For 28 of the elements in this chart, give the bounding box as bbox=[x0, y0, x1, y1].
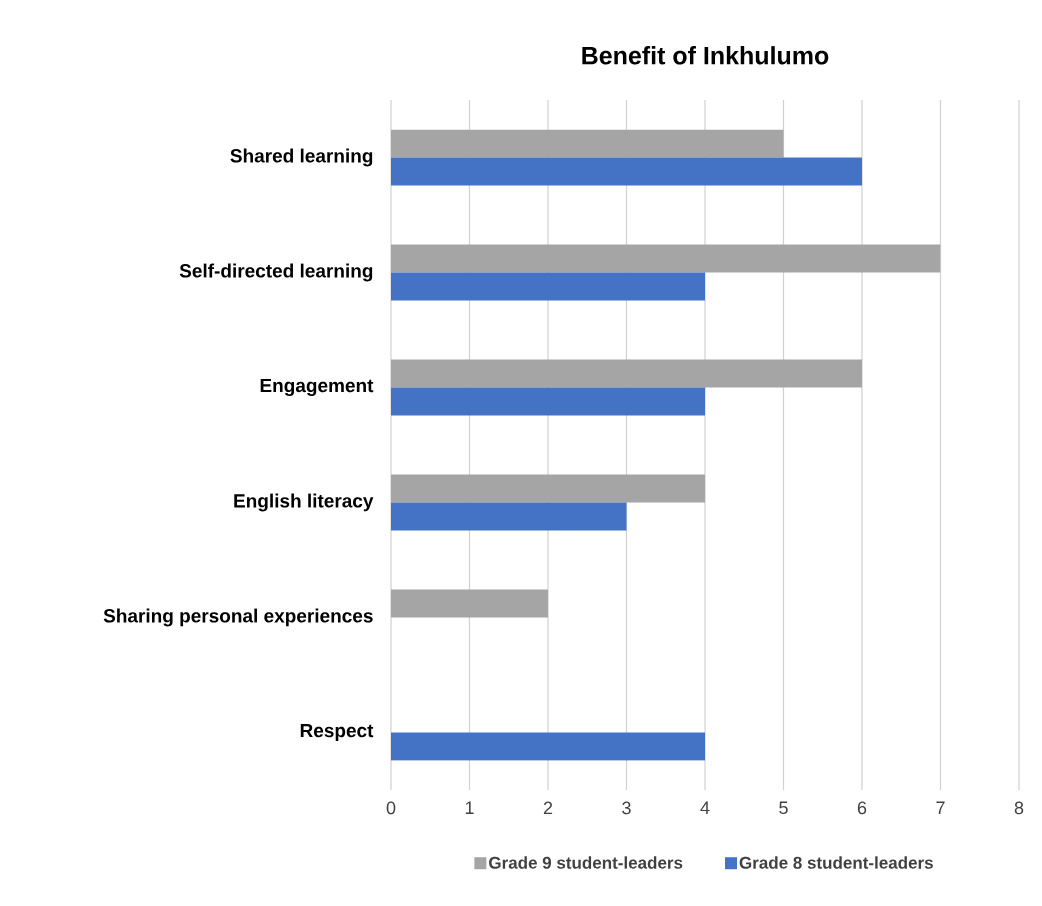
y-tick-label: Respect bbox=[300, 724, 374, 742]
bar bbox=[391, 732, 705, 761]
bar bbox=[391, 502, 627, 531]
bar bbox=[391, 129, 784, 158]
y-tick-label: Sharing personal experiences bbox=[103, 608, 373, 627]
chart-title: Benefit of Inkhulumo bbox=[582, 46, 829, 65]
x-tick-label: 5 bbox=[779, 801, 788, 815]
x-tick-label: 8 bbox=[1014, 801, 1024, 815]
x-tick-label: 3 bbox=[622, 801, 631, 815]
bar bbox=[391, 157, 862, 186]
bar bbox=[391, 589, 548, 618]
bar bbox=[391, 244, 941, 273]
x-tick-label: 1 bbox=[465, 801, 474, 814]
bar bbox=[391, 272, 705, 301]
y-tick-label: English literacy bbox=[234, 493, 374, 512]
x-tick-label: 0 bbox=[386, 801, 396, 815]
x-tick-label: 2 bbox=[543, 801, 553, 815]
x-tick-label: 7 bbox=[936, 801, 945, 814]
y-tick-label: Self-directed learning bbox=[179, 263, 373, 282]
x-tick-label: 6 bbox=[857, 801, 867, 815]
y-tick-label: Shared learning bbox=[230, 148, 373, 167]
bar bbox=[391, 474, 705, 503]
legend-label: Grade 9 student-leaders bbox=[489, 856, 683, 869]
y-tick-label: Engagement bbox=[260, 378, 374, 397]
bar bbox=[391, 359, 862, 388]
x-tick-label: 4 bbox=[700, 801, 710, 814]
bar bbox=[391, 387, 705, 416]
legend-label: Grade 8 student-leaders bbox=[739, 856, 933, 869]
